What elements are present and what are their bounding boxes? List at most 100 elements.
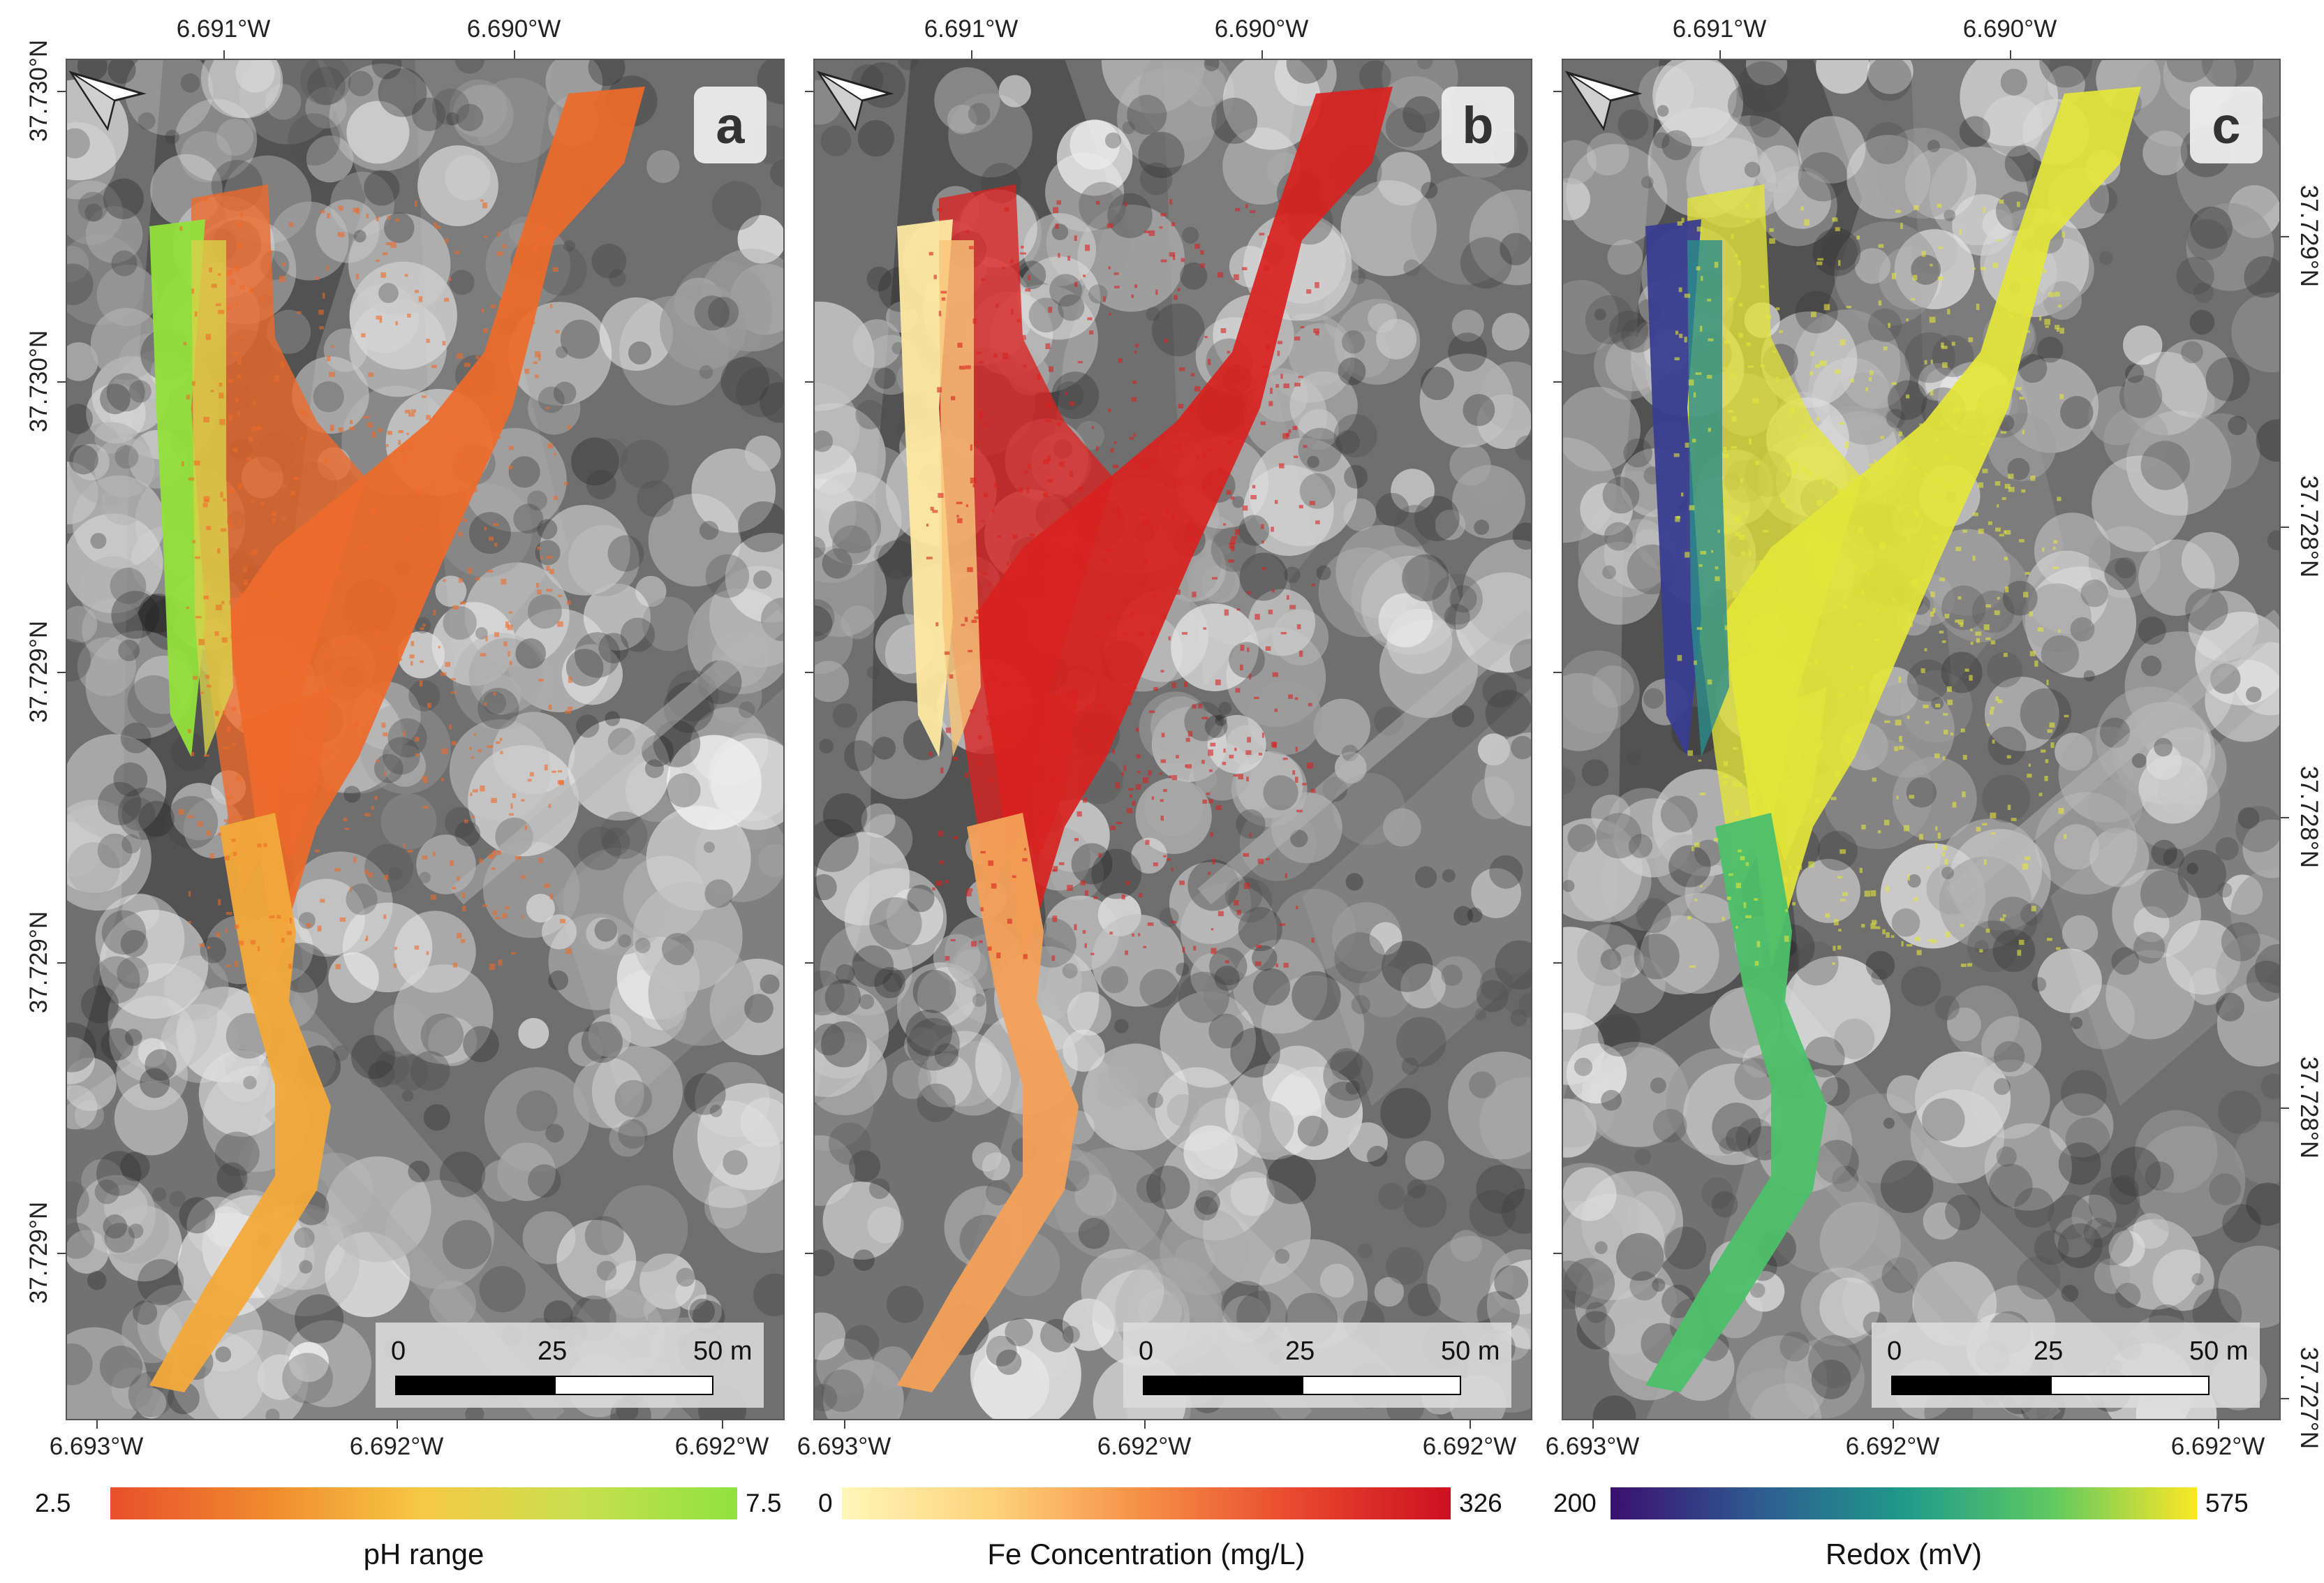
tick-label-bottom: 6.692°W — [349, 1433, 444, 1460]
map-panel-a: 6.691°W 6.690°W 6.693°W 6.692°W 6.692°W 37.73… — [25, 15, 785, 1460]
tick-mark-bottom — [1893, 1420, 1894, 1429]
tick-mark-left — [805, 962, 813, 964]
scale-segment-white — [554, 1376, 713, 1395]
tick-mark-left — [1553, 91, 1562, 92]
tick-mark-left — [1553, 1253, 1562, 1254]
tick-label-left: 37.730°N — [25, 39, 52, 142]
north-arrow-icon — [1564, 71, 1643, 131]
tick-mark-left — [57, 381, 66, 383]
tick-label-top: 6.691°W — [1672, 15, 1767, 43]
scale-bar: 0 25 50 m — [1872, 1323, 2260, 1408]
aerial-map-c — [1562, 59, 2281, 1420]
tick-mark-right — [2281, 1398, 2289, 1399]
legend-max-label: 575 — [2205, 1489, 2249, 1517]
aerial-map-b — [813, 59, 1532, 1420]
tick-label-top: 6.690°W — [1214, 15, 1309, 43]
tick-mark-left — [805, 672, 813, 673]
tick-mark-left — [57, 962, 66, 964]
tick-mark-bottom — [1592, 1420, 1594, 1429]
panel-letter-a: a — [694, 87, 767, 163]
legend-max-label: 326 — [1459, 1489, 1502, 1517]
tick-mark-left — [1553, 962, 1562, 964]
tick-label-right: 37.728°N — [2295, 765, 2323, 869]
tick-mark-left — [57, 91, 66, 92]
legend-max-label: 7.5 — [746, 1489, 782, 1517]
tick-label-left: 37.730°N — [25, 330, 52, 433]
tick-label-right: 37.728°N — [2295, 475, 2323, 578]
legend-redox: 200 575 Redox (mV) — [1553, 1479, 2272, 1577]
tick-label-right: 37.728°N — [2295, 1056, 2323, 1159]
legend-min-label: 0 — [818, 1489, 833, 1517]
tick-mark-left — [1553, 381, 1562, 383]
tick-mark-right — [2281, 1107, 2289, 1109]
tick-mark-left — [57, 672, 66, 673]
tick-mark-top — [1719, 50, 1721, 59]
tick-label-bottom: 6.692°W — [2170, 1433, 2265, 1460]
tick-label-left: 37.729°N — [25, 911, 52, 1014]
tick-mark-left — [805, 381, 813, 383]
tick-label-right: 37.729°N — [2295, 184, 2323, 288]
tick-mark-top — [514, 50, 515, 59]
tick-label-bottom: 6.693°W — [1545, 1433, 1640, 1460]
scale-segment-white — [1302, 1376, 1461, 1395]
tick-mark-right — [2281, 527, 2289, 528]
tick-label-left: 37.729°N — [25, 620, 52, 723]
tick-mark-bottom — [844, 1420, 845, 1429]
scale-label: 0 — [1887, 1337, 1902, 1366]
legend-color-ramp — [842, 1487, 1451, 1519]
map-panel-c: 6.691°W 6.690°W 6.693°W 6.692°W 6.692°W 37.72… — [1546, 15, 2323, 1460]
legend-color-ramp — [110, 1487, 737, 1519]
north-arrow-icon — [816, 71, 894, 131]
tick-label-left: 37.729°N — [25, 1201, 52, 1304]
tick-mark-bottom — [96, 1420, 98, 1429]
tick-label-right: 37.727°N — [2295, 1346, 2323, 1450]
scale-label: 25 — [2034, 1337, 2064, 1366]
tick-label-top: 6.691°W — [176, 15, 271, 43]
tick-mark-bottom — [397, 1420, 398, 1429]
tick-mark-top — [971, 50, 972, 59]
scale-label: 50 m — [1441, 1337, 1500, 1366]
scale-label: 50 m — [2189, 1337, 2249, 1366]
legend-title: Redox (mV) — [1825, 1538, 1983, 1570]
scale-label: 25 — [538, 1337, 568, 1366]
legend-title: Fe Concentration (mg/L) — [987, 1538, 1305, 1570]
scale-bar: 0 25 50 m — [1123, 1323, 1511, 1408]
legend-min-label: 200 — [1553, 1489, 1597, 1517]
tick-label-bottom: 6.692°W — [1845, 1433, 1940, 1460]
scale-label: 0 — [391, 1337, 406, 1366]
tick-mark-top — [1261, 50, 1263, 59]
scale-label: 0 — [1139, 1337, 1154, 1366]
scale-label: 25 — [1285, 1337, 1315, 1366]
scale-bar: 0 25 50 m — [376, 1323, 764, 1408]
tick-label-top: 6.690°W — [1962, 15, 2057, 43]
tick-label-bottom: 6.692°W — [1097, 1433, 1192, 1460]
scale-label: 50 m — [693, 1337, 753, 1366]
north-arrow-icon — [68, 71, 147, 131]
scale-segment-black — [1143, 1376, 1302, 1395]
tick-mark-bottom — [2218, 1420, 2219, 1429]
legend-min-label: 2.5 — [35, 1489, 71, 1517]
tick-label-bottom: 6.693°W — [49, 1433, 144, 1460]
tick-mark-left — [805, 91, 813, 92]
tick-label-bottom: 6.692°W — [1422, 1433, 1517, 1460]
aerial-map-a — [66, 59, 785, 1420]
tick-mark-left — [1553, 672, 1562, 673]
tick-mark-right — [2281, 236, 2289, 237]
tick-label-top: 6.691°W — [924, 15, 1019, 43]
tick-mark-bottom — [1470, 1420, 1471, 1429]
scale-segment-black — [1891, 1376, 2050, 1395]
tick-mark-right — [2281, 817, 2289, 818]
legend-ph: 2.5 7.5 pH range — [35, 1479, 781, 1577]
tick-mark-bottom — [722, 1420, 723, 1429]
map-panel-b: 6.691°W 6.690°W 6.693°W 6.692°W 6.692°W b 0 25 5… — [797, 15, 1532, 1460]
legend-color-ramp — [1611, 1487, 2197, 1519]
tick-mark-top — [2010, 50, 2011, 59]
tick-mark-bottom — [1144, 1420, 1146, 1429]
panel-letter-b: b — [1442, 87, 1514, 163]
tick-mark-top — [223, 50, 225, 59]
tick-label-top: 6.690°W — [466, 15, 561, 43]
tick-label-bottom: 6.692°W — [674, 1433, 769, 1460]
tick-mark-left — [57, 1253, 66, 1254]
scale-segment-white — [2050, 1376, 2210, 1395]
tick-mark-left — [805, 1253, 813, 1254]
